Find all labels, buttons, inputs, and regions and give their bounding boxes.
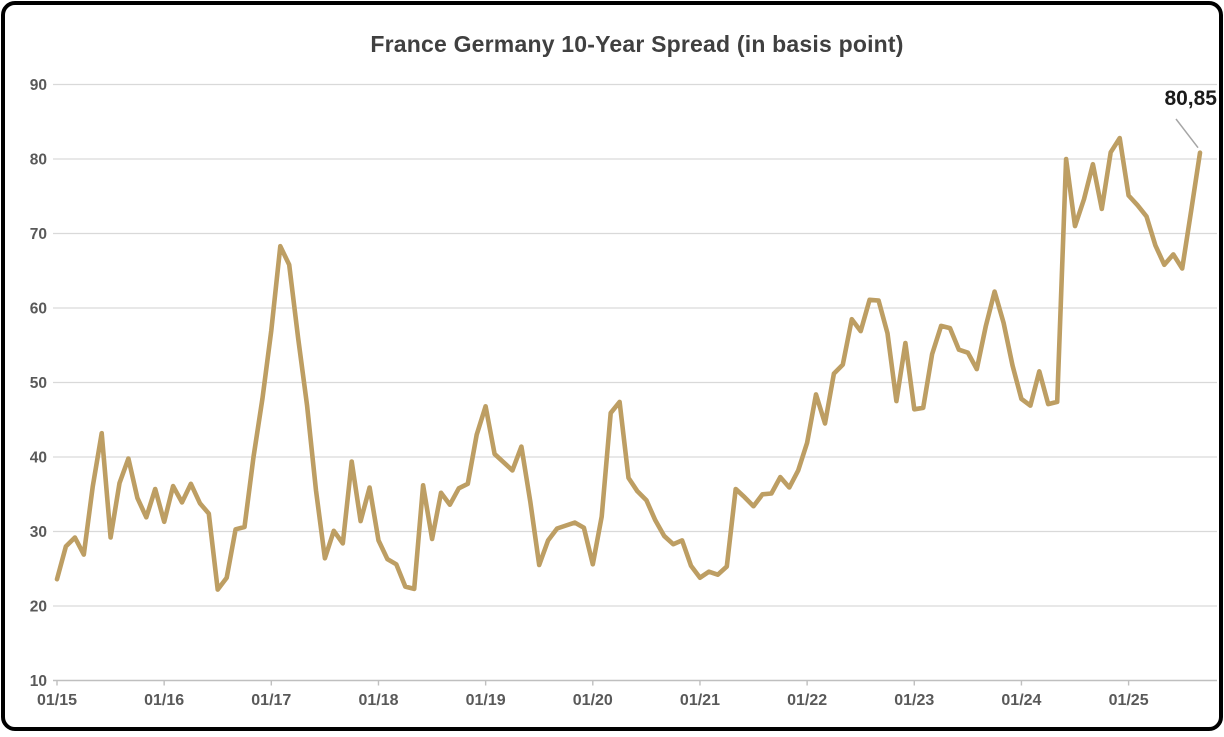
x-axis-tick-label: 01/16 [144,692,184,709]
y-axis-tick-label: 40 [30,450,47,467]
x-axis-tick-label: 01/22 [787,692,827,709]
data-label-leader-line [1175,118,1199,149]
y-axis-tick-label: 30 [30,524,47,541]
x-axis-tick-label: 01/15 [37,692,77,709]
y-axis-tick-label: 70 [30,226,47,243]
spread-line [54,135,1203,592]
y-axis-tick-label: 80 [30,152,47,169]
y-axis-tick-label: 10 [30,673,47,690]
x-axis-tick-label: 01/19 [466,692,506,709]
x-axis-tick-label: 01/25 [1109,692,1149,709]
y-axis-tick-label: 90 [30,77,47,94]
y-axis-tick-label: 20 [30,599,47,616]
x-axis-tick-label: 01/20 [573,692,613,709]
y-axis-tick-label: 50 [30,375,47,392]
x-axis-tick-label: 01/18 [358,692,398,709]
last-value-label: 80,85 [1164,87,1217,110]
x-axis-tick-label: 01/17 [251,692,291,709]
x-axis-tick-label: 01/23 [894,692,934,709]
chart-title: France Germany 10-Year Spread (in basis … [370,31,904,57]
y-axis-tick-label: 60 [30,301,47,318]
x-axis-tick-label: 01/21 [680,692,720,709]
line-chart: 90 80 70 60 50 40 30 20 10 01/15 01/16 01/17 01/18 01… [30,77,1217,709]
x-axis-tick-label: 01/24 [1001,692,1041,709]
